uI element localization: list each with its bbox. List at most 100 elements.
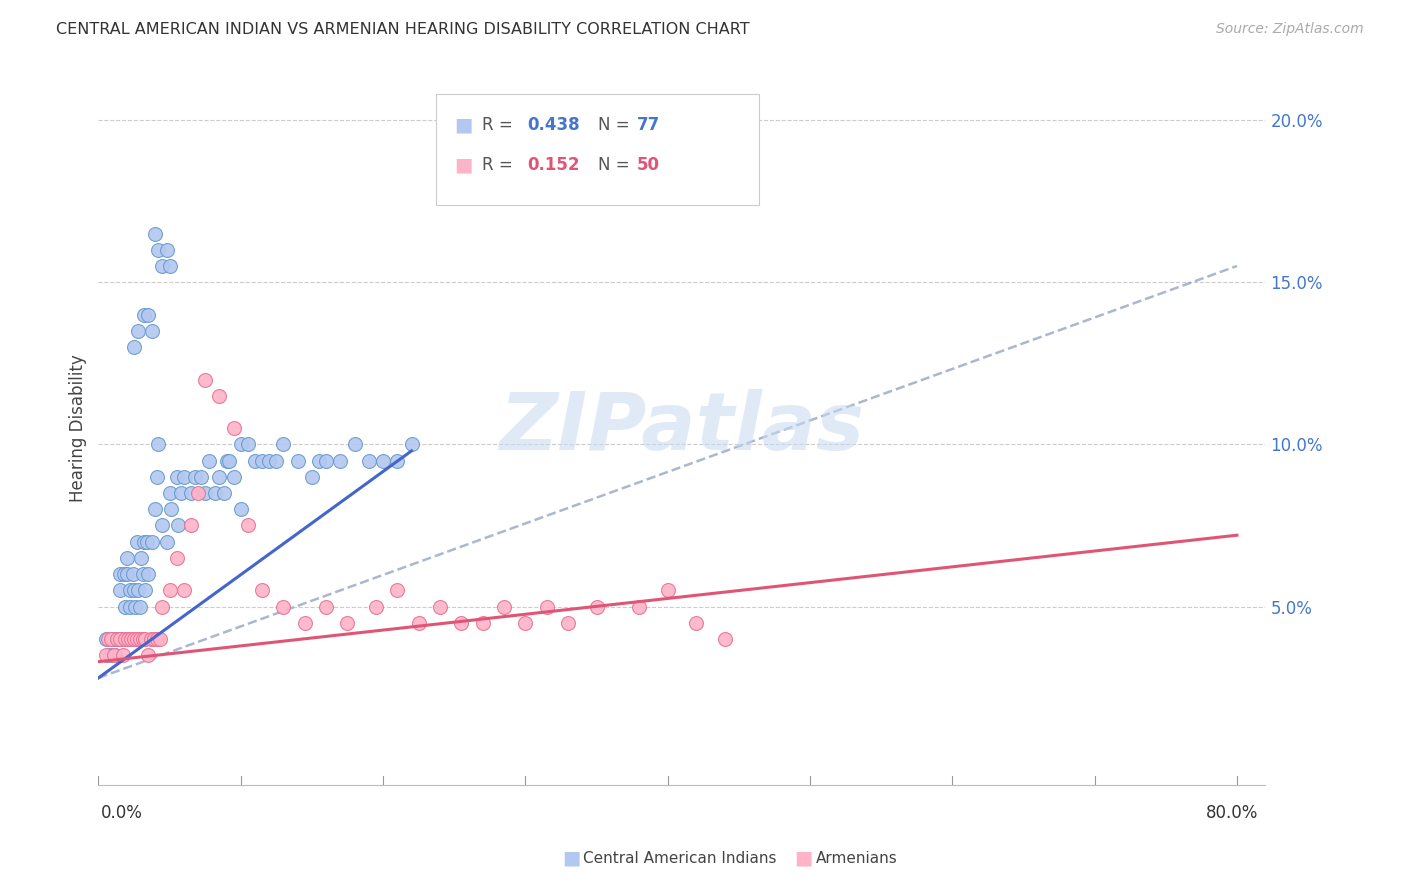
Point — [122, 583, 145, 598]
Point — [125, 632, 148, 646]
Text: R =: R = — [482, 156, 519, 174]
Point — [127, 324, 149, 338]
Point — [208, 389, 231, 403]
Point — [101, 632, 124, 646]
Text: N =: N = — [598, 156, 634, 174]
Point — [121, 567, 143, 582]
Point — [108, 567, 131, 582]
Text: 0.152: 0.152 — [527, 156, 579, 174]
Point — [159, 259, 181, 273]
Point — [105, 632, 128, 646]
Point — [94, 632, 117, 646]
Point — [194, 486, 217, 500]
Point — [122, 632, 145, 646]
Y-axis label: Hearing Disability: Hearing Disability — [69, 354, 87, 502]
Point — [387, 583, 409, 598]
Point — [115, 550, 138, 565]
Text: CENTRAL AMERICAN INDIAN VS ARMENIAN HEARING DISABILITY CORRELATION CHART: CENTRAL AMERICAN INDIAN VS ARMENIAN HEAR… — [56, 22, 749, 37]
Point — [132, 308, 155, 322]
Point — [492, 599, 515, 614]
Point — [250, 583, 273, 598]
Point — [118, 583, 141, 598]
Point — [315, 453, 337, 467]
Point — [159, 486, 181, 500]
Point — [148, 437, 170, 451]
Point — [128, 599, 150, 614]
Point — [471, 615, 494, 630]
Point — [229, 437, 252, 451]
Point — [184, 470, 207, 484]
Point — [236, 518, 259, 533]
Point — [160, 502, 183, 516]
Text: ■: ■ — [794, 848, 813, 868]
Point — [122, 340, 145, 354]
Point — [429, 599, 451, 614]
Point — [257, 453, 280, 467]
Point — [215, 453, 238, 467]
Text: Source: ZipAtlas.com: Source: ZipAtlas.com — [1216, 22, 1364, 37]
Point — [357, 453, 380, 467]
Point — [108, 583, 131, 598]
Point — [141, 324, 163, 338]
Point — [152, 259, 174, 273]
Point — [167, 518, 190, 533]
Point — [371, 453, 394, 467]
Point — [685, 615, 707, 630]
Point — [117, 632, 139, 646]
Point — [243, 453, 266, 467]
Point — [364, 599, 387, 614]
Point — [301, 470, 323, 484]
Point — [142, 632, 165, 646]
Point — [105, 632, 128, 646]
Point — [273, 599, 295, 614]
Point — [212, 486, 235, 500]
Point — [132, 534, 155, 549]
Point — [336, 615, 359, 630]
Text: 80.0%: 80.0% — [1206, 804, 1258, 822]
Point — [308, 453, 330, 467]
Point — [128, 632, 150, 646]
Point — [146, 470, 169, 484]
Point — [198, 453, 221, 467]
Point — [136, 567, 159, 582]
Point — [218, 453, 240, 467]
Point — [401, 437, 423, 451]
Text: 0.0%: 0.0% — [101, 804, 143, 822]
Point — [104, 648, 127, 663]
Point — [229, 502, 252, 516]
Point — [112, 567, 135, 582]
Point — [103, 648, 125, 663]
Point — [536, 599, 558, 614]
Text: ZIPatlas: ZIPatlas — [499, 389, 865, 467]
Point — [208, 470, 231, 484]
Point — [120, 632, 142, 646]
Point — [111, 648, 134, 663]
Point — [273, 437, 295, 451]
Point — [134, 583, 156, 598]
Point — [585, 599, 607, 614]
Point — [156, 534, 179, 549]
Point — [628, 599, 651, 614]
Point — [515, 615, 537, 630]
Point — [124, 599, 146, 614]
Point — [194, 372, 217, 386]
Point — [139, 632, 162, 646]
Point — [315, 599, 337, 614]
Point — [294, 615, 316, 630]
Point — [266, 453, 288, 467]
Point — [143, 227, 166, 241]
Point — [152, 518, 174, 533]
Point — [204, 486, 226, 500]
Point — [98, 648, 121, 663]
Point — [713, 632, 735, 646]
Point — [180, 486, 202, 500]
Text: 77: 77 — [637, 116, 661, 134]
Text: ■: ■ — [454, 115, 472, 135]
Point — [329, 453, 352, 467]
Point — [166, 550, 188, 565]
Text: 0.438: 0.438 — [527, 116, 579, 134]
Point — [108, 632, 131, 646]
Point — [159, 583, 181, 598]
Point — [136, 648, 159, 663]
Point — [131, 567, 153, 582]
